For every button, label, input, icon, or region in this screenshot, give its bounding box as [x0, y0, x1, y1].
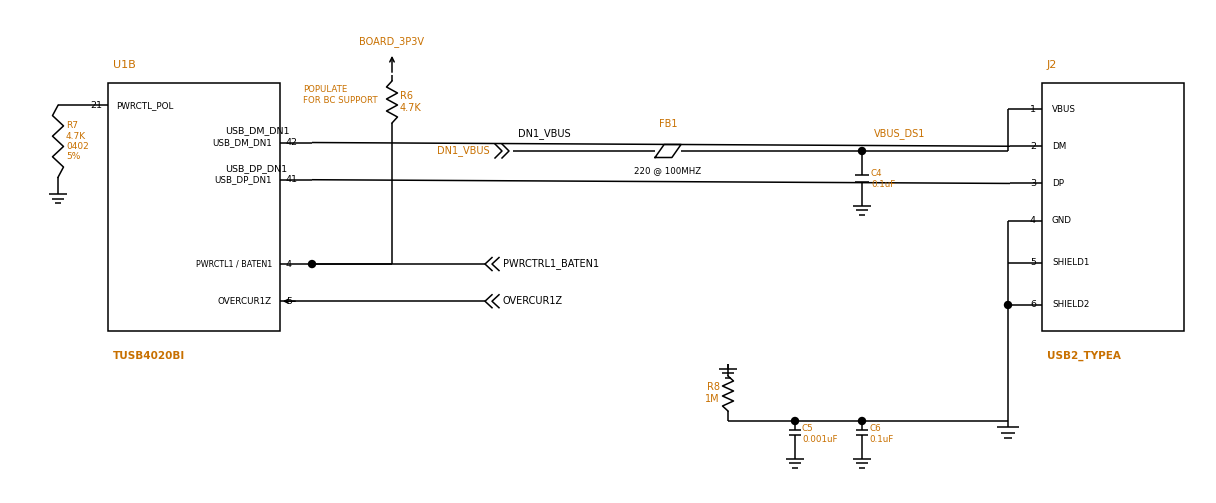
Text: C5
0.001uF: C5 0.001uF [803, 425, 838, 444]
Text: TUSB4020BI: TUSB4020BI [113, 351, 185, 361]
Text: DM: DM [1052, 142, 1066, 151]
Text: PWRCTL_POL: PWRCTL_POL [116, 101, 174, 110]
Text: R7
4.7K
0402
5%: R7 4.7K 0402 5% [66, 121, 89, 161]
Text: VBUS: VBUS [1052, 105, 1076, 114]
Text: VBUS_DS1: VBUS_DS1 [874, 128, 925, 139]
Text: 42: 42 [286, 138, 298, 147]
Text: FB1: FB1 [659, 119, 677, 129]
Text: R6
4.7K: R6 4.7K [400, 91, 422, 113]
Text: R8
1M: R8 1M [705, 382, 720, 404]
Text: 1: 1 [1030, 105, 1036, 114]
Text: 41: 41 [286, 175, 298, 184]
Text: USB_DP_DN1: USB_DP_DN1 [225, 163, 287, 173]
Text: U1B: U1B [113, 60, 136, 70]
Bar [108, 83, 280, 331]
Text: DN1_VBUS: DN1_VBUS [518, 128, 570, 139]
Text: POPULATE
FOR BC SUPPORT: POPULATE FOR BC SUPPORT [303, 86, 378, 105]
Circle shape [1004, 301, 1012, 308]
Circle shape [792, 417, 799, 425]
Text: 6: 6 [1030, 300, 1036, 309]
Circle shape [858, 417, 866, 425]
Text: 21: 21 [90, 101, 102, 110]
Text: 5: 5 [1030, 259, 1036, 267]
Text: 2: 2 [1030, 142, 1036, 151]
Text: OVERCUR1Z: OVERCUR1Z [218, 297, 272, 306]
Text: 3: 3 [1030, 179, 1036, 188]
Text: BOARD_3P3V: BOARD_3P3V [360, 36, 424, 47]
Text: USB_DM_DN1: USB_DM_DN1 [213, 138, 272, 147]
Text: SHIELD1: SHIELD1 [1052, 259, 1090, 267]
Text: PWRCTRL1_BATEN1: PWRCTRL1_BATEN1 [503, 259, 599, 270]
Text: USB_DM_DN1: USB_DM_DN1 [225, 127, 289, 135]
Text: PWRCTL1 / BATEN1: PWRCTL1 / BATEN1 [196, 260, 272, 269]
Text: DN1_VBUS: DN1_VBUS [438, 145, 490, 156]
Bar [1042, 83, 1184, 331]
Text: J2: J2 [1047, 60, 1058, 70]
Text: USB_DP_DN1: USB_DP_DN1 [214, 175, 272, 184]
Circle shape [858, 147, 866, 154]
Text: 4: 4 [1030, 216, 1036, 225]
Circle shape [309, 261, 315, 268]
Text: DP: DP [1052, 179, 1064, 188]
Text: USB2_TYPEA: USB2_TYPEA [1047, 351, 1121, 361]
Text: OVERCUR1Z: OVERCUR1Z [503, 296, 563, 306]
Text: 5: 5 [286, 297, 292, 306]
Text: 220 @ 100MHZ: 220 @ 100MHZ [635, 166, 702, 175]
Text: SHIELD2: SHIELD2 [1052, 300, 1090, 309]
Text: C4
0.1uF: C4 0.1uF [871, 170, 895, 189]
Text: C6
0.1uF: C6 0.1uF [869, 425, 894, 444]
Text: GND: GND [1052, 216, 1073, 225]
Text: 4: 4 [286, 260, 292, 269]
